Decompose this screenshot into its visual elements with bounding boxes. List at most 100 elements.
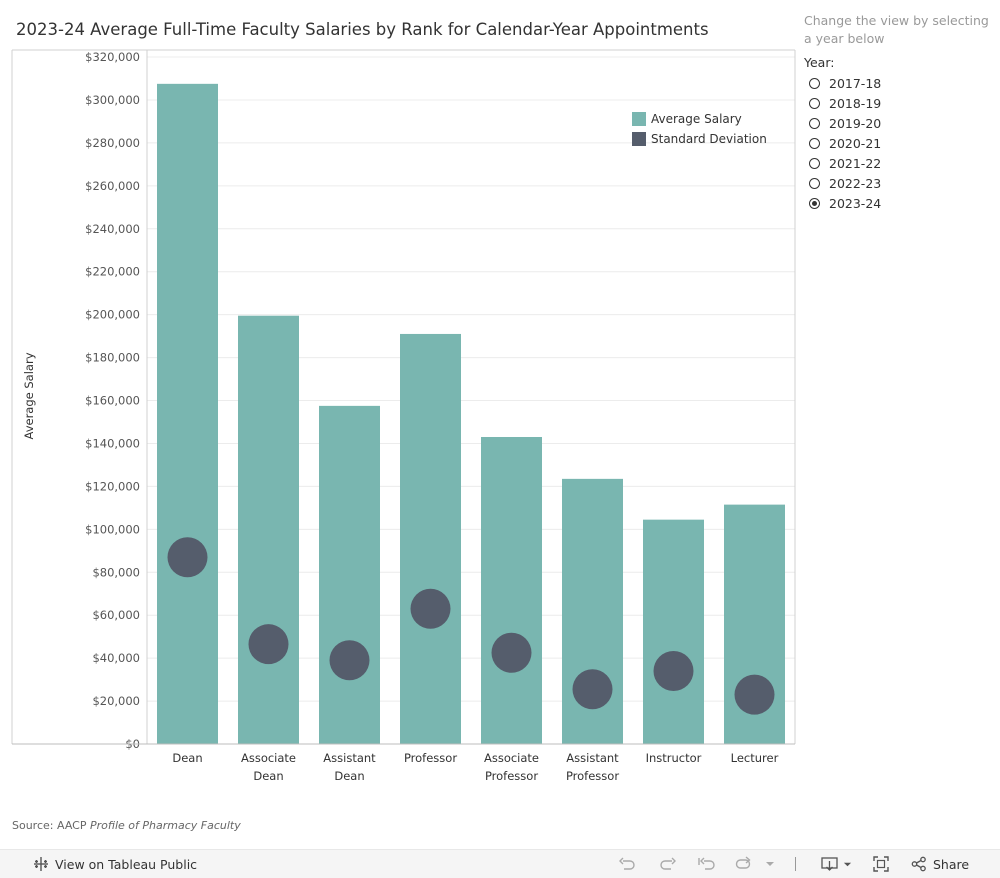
view-on-tableau-label: View on Tableau Public bbox=[55, 856, 198, 872]
redo-icon bbox=[658, 856, 676, 872]
radio-button-icon[interactable] bbox=[809, 177, 820, 189]
undo-button[interactable] bbox=[619, 850, 637, 878]
x-tick-label: Dean bbox=[334, 769, 364, 783]
y-tick-label: $80,000 bbox=[92, 565, 140, 579]
y-tick-label: $320,000 bbox=[85, 50, 140, 64]
filter-instructions: Change the view by selecting a year belo… bbox=[804, 13, 989, 46]
year-filter-label: Year: bbox=[804, 55, 835, 70]
share-button[interactable]: Share bbox=[911, 850, 969, 878]
year-filter-panel: Change the view by selecting a year belo… bbox=[804, 12, 994, 213]
std-dev-dot bbox=[248, 624, 289, 665]
legend-swatch bbox=[632, 112, 646, 126]
x-tick-label: Dean bbox=[253, 769, 283, 783]
y-tick-label: $60,000 bbox=[92, 608, 140, 622]
legend-swatch bbox=[632, 132, 646, 146]
year-option-label: 2019-20 bbox=[829, 115, 882, 131]
y-tick-label: $260,000 bbox=[85, 179, 140, 193]
undo-icon bbox=[619, 856, 637, 872]
bar bbox=[400, 333, 461, 744]
year-option[interactable]: 2023-24 bbox=[804, 193, 994, 213]
fullscreen-icon bbox=[873, 856, 889, 872]
bar bbox=[157, 83, 218, 744]
y-tick-label: $220,000 bbox=[85, 265, 140, 279]
revert-button[interactable] bbox=[697, 850, 717, 878]
axes: $0$20,000$40,000$60,000$80,000$100,000$1… bbox=[11, 49, 796, 783]
std-dev-dot bbox=[410, 588, 451, 629]
y-tick-label: $100,000 bbox=[85, 522, 140, 536]
radio-button-icon[interactable] bbox=[809, 137, 820, 149]
y-tick-label: $180,000 bbox=[85, 351, 140, 365]
bar bbox=[481, 436, 542, 744]
std-dev-dot bbox=[491, 632, 532, 673]
year-option-label: 2023-24 bbox=[829, 195, 882, 211]
view-on-tableau-button[interactable]: View on Tableau Public bbox=[33, 850, 197, 878]
bar bbox=[643, 519, 704, 744]
bars bbox=[157, 83, 785, 744]
std-dev-dot bbox=[167, 537, 208, 578]
std-dev-dot bbox=[329, 640, 370, 681]
chart-title: 2023-24 Average Full-Time Faculty Salari… bbox=[16, 20, 709, 39]
std-dev-dot bbox=[653, 651, 694, 692]
std-dev-dots bbox=[167, 537, 775, 715]
radio-button-icon[interactable] bbox=[809, 157, 820, 169]
year-option[interactable]: 2021-22 bbox=[804, 153, 994, 173]
x-tick-label: Assistant bbox=[323, 751, 376, 765]
refresh-options-button[interactable] bbox=[765, 850, 775, 878]
y-tick-label: $140,000 bbox=[85, 436, 140, 450]
year-option[interactable]: 2019-20 bbox=[804, 113, 994, 133]
chevron-down-icon bbox=[843, 860, 852, 869]
bar-chart: $0$20,000$40,000$60,000$80,000$100,000$1… bbox=[11, 49, 796, 783]
legend-label: Standard Deviation bbox=[651, 132, 767, 146]
source-publication: Profile of Pharmacy Faculty bbox=[89, 819, 241, 832]
x-tick-label: Dean bbox=[172, 751, 202, 765]
x-tick-label: Professor bbox=[485, 769, 538, 783]
year-option-label: 2017-18 bbox=[829, 75, 882, 91]
y-tick-label: $120,000 bbox=[85, 479, 140, 493]
year-option[interactable]: 2020-21 bbox=[804, 133, 994, 153]
y-tick-label: $280,000 bbox=[85, 136, 140, 150]
radio-button-icon[interactable] bbox=[809, 97, 820, 109]
x-tick-label: Associate bbox=[241, 751, 296, 765]
download-button[interactable] bbox=[821, 850, 852, 878]
x-tick-label: Assistant bbox=[566, 751, 619, 765]
fullscreen-button[interactable] bbox=[873, 850, 889, 878]
source-prefix: Source: AACP bbox=[12, 819, 87, 832]
share-icon bbox=[911, 856, 927, 872]
year-option[interactable]: 2022-23 bbox=[804, 173, 994, 193]
revert-icon bbox=[697, 856, 717, 872]
y-tick-label: $40,000 bbox=[92, 651, 140, 665]
y-axis-title: Average Salary bbox=[22, 352, 36, 439]
year-option-label: 2022-23 bbox=[829, 175, 882, 191]
year-option[interactable]: 2018-19 bbox=[804, 93, 994, 113]
y-tick-label: $160,000 bbox=[85, 394, 140, 408]
legend-label: Average Salary bbox=[651, 112, 742, 126]
refresh-icon bbox=[735, 856, 753, 872]
radio-button-icon[interactable] bbox=[809, 77, 820, 89]
year-radio-list: 2017-18 2018-19 2019-20 2020-21 2021-22 2022-… bbox=[804, 73, 994, 213]
y-tick-label: $20,000 bbox=[92, 694, 140, 708]
legend: Average Salary Standard Deviation bbox=[632, 112, 767, 146]
std-dev-dot bbox=[734, 674, 775, 715]
download-icon bbox=[821, 856, 839, 872]
year-option-label: 2018-19 bbox=[829, 95, 882, 111]
refresh-button[interactable] bbox=[735, 850, 753, 878]
y-tick-label: $200,000 bbox=[85, 308, 140, 322]
year-option-label: 2020-21 bbox=[829, 135, 882, 151]
bar bbox=[238, 315, 299, 744]
x-tick-label: Instructor bbox=[646, 751, 702, 765]
y-tick-label: $240,000 bbox=[85, 222, 140, 236]
radio-button-icon[interactable] bbox=[809, 197, 820, 209]
redo-button[interactable] bbox=[658, 850, 676, 878]
radio-button-icon[interactable] bbox=[809, 117, 820, 129]
tableau-toolbar: View on Tableau Public bbox=[0, 849, 1000, 878]
y-tick-label: $300,000 bbox=[85, 93, 140, 107]
chevron-down-icon bbox=[765, 859, 775, 869]
share-label: Share bbox=[933, 856, 970, 872]
bar bbox=[319, 405, 380, 744]
year-option[interactable]: 2017-18 bbox=[804, 73, 994, 93]
source-note: Source: AACP Profile of Pharmacy Faculty bbox=[12, 819, 241, 832]
tableau-logo-icon bbox=[33, 856, 49, 872]
x-tick-label: Professor bbox=[404, 751, 457, 765]
x-tick-label: Lecturer bbox=[731, 751, 779, 765]
x-tick-label: Associate bbox=[484, 751, 539, 765]
